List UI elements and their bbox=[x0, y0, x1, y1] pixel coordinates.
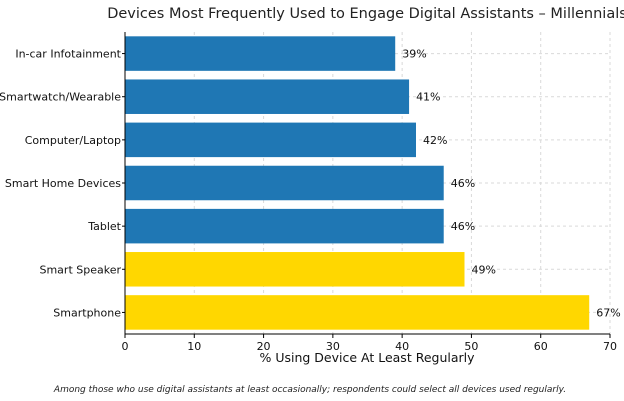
bar bbox=[125, 295, 590, 330]
x-tick-label: 10 bbox=[187, 340, 201, 353]
value-label: 42% bbox=[423, 134, 447, 147]
x-tick-label: 30 bbox=[326, 340, 340, 353]
category-label: Computer/Laptop bbox=[25, 134, 121, 147]
bar bbox=[125, 36, 396, 71]
bar bbox=[125, 79, 410, 114]
chart-footnote: Among those who use digital assistants a… bbox=[53, 385, 566, 395]
x-tick-label: 50 bbox=[464, 340, 478, 353]
category-label: Smartwatch/Wearable bbox=[0, 91, 121, 104]
bar bbox=[125, 165, 444, 201]
bar bbox=[125, 252, 465, 287]
value-label: 41% bbox=[416, 91, 440, 104]
category-label: Smartphone bbox=[53, 306, 121, 319]
value-label: 67% bbox=[596, 306, 620, 319]
value-label: 39% bbox=[402, 48, 426, 61]
category-label: Tablet bbox=[87, 220, 121, 233]
x-tick-label: 40 bbox=[395, 340, 409, 353]
bars: 39% 41% 42% 46% 46% 49% 67% bbox=[125, 36, 621, 330]
x-axis-title: % Using Device At Least Regularly bbox=[259, 350, 475, 365]
axes: In-car Infotainment Smartwatch/Wearable Co… bbox=[0, 32, 617, 353]
category-label: Smart Speaker bbox=[39, 263, 121, 276]
value-label: 46% bbox=[451, 177, 475, 190]
x-tick-label: 0 bbox=[122, 340, 129, 353]
chart-title: Devices Most Frequently Used to Engage D… bbox=[107, 6, 624, 22]
bar bbox=[125, 122, 416, 158]
value-label: 46% bbox=[451, 220, 475, 233]
category-label: In-car Infotainment bbox=[15, 48, 121, 61]
x-tick-label: 60 bbox=[534, 340, 548, 353]
bar bbox=[125, 208, 444, 244]
category-label: Smart Home Devices bbox=[5, 177, 121, 190]
value-label: 49% bbox=[472, 263, 496, 276]
x-tick-label: 70 bbox=[603, 340, 617, 353]
x-tick-label: 20 bbox=[257, 340, 271, 353]
